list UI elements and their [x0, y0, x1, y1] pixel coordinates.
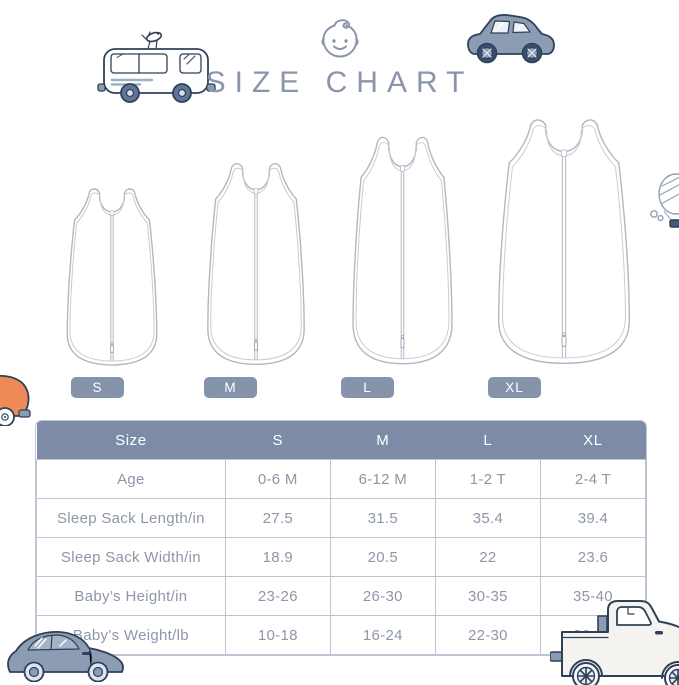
suv-car-icon: [460, 8, 562, 66]
cell-value: 0-6 M: [225, 460, 330, 499]
row-label: Age: [37, 460, 226, 499]
beetle-car-icon: [2, 626, 132, 682]
cell-value: 39.4: [540, 499, 645, 538]
cell-value: 20.5: [330, 538, 435, 577]
size-badge-xl: XL: [488, 377, 541, 398]
cell-value: 6-12 M: [330, 460, 435, 499]
row-label: Sleep Sack Length/in: [37, 499, 226, 538]
sleep-sack-l: [345, 131, 460, 369]
row-label: Baby’s Height/in: [37, 577, 226, 616]
table-row-age: Age 0-6 M 6-12 M 1-2 T 2-4 T: [37, 460, 646, 499]
hot-air-balloon-icon: [650, 170, 679, 240]
col-header-m: M: [330, 421, 435, 460]
cell-value: 16-24: [330, 616, 435, 655]
cell-value: 22: [435, 538, 540, 577]
page-title: SIZE CHART: [0, 66, 679, 100]
cell-value: 1-2 T: [435, 460, 540, 499]
cell-value: 30-35: [435, 577, 540, 616]
cell-value: 23-26: [225, 577, 330, 616]
cell-value: 2-4 T: [540, 460, 645, 499]
col-header-xl: XL: [540, 421, 645, 460]
col-header-s: S: [225, 421, 330, 460]
cell-value: 27.5: [225, 499, 330, 538]
sleep-sack-m: [200, 158, 312, 369]
cell-value: 23.6: [540, 538, 645, 577]
size-badge-s: S: [71, 377, 124, 398]
baby-face-icon: [316, 15, 364, 63]
col-header-l: L: [435, 421, 540, 460]
size-badge-m: M: [204, 377, 257, 398]
cell-value: 35.4: [435, 499, 540, 538]
table-header-row: Size S M L XL: [37, 421, 646, 460]
size-badge-l: L: [341, 377, 394, 398]
sleep-sack-xl: [488, 113, 640, 369]
sleep-sack-s: [60, 184, 164, 369]
col-header-size: Size: [37, 421, 226, 460]
row-label: Sleep Sack Width/in: [37, 538, 226, 577]
cell-value: 10-18: [225, 616, 330, 655]
table-row-width: Sleep Sack Width/in 18.9 20.5 22 23.6: [37, 538, 646, 577]
cell-value: 26-30: [330, 577, 435, 616]
camper-partial-icon: [0, 366, 36, 426]
cell-value: 18.9: [225, 538, 330, 577]
pickup-truck-icon: [550, 590, 679, 685]
table-row-length: Sleep Sack Length/in 27.5 31.5 35.4 39.4: [37, 499, 646, 538]
cell-value: 22-30: [435, 616, 540, 655]
cell-value: 31.5: [330, 499, 435, 538]
